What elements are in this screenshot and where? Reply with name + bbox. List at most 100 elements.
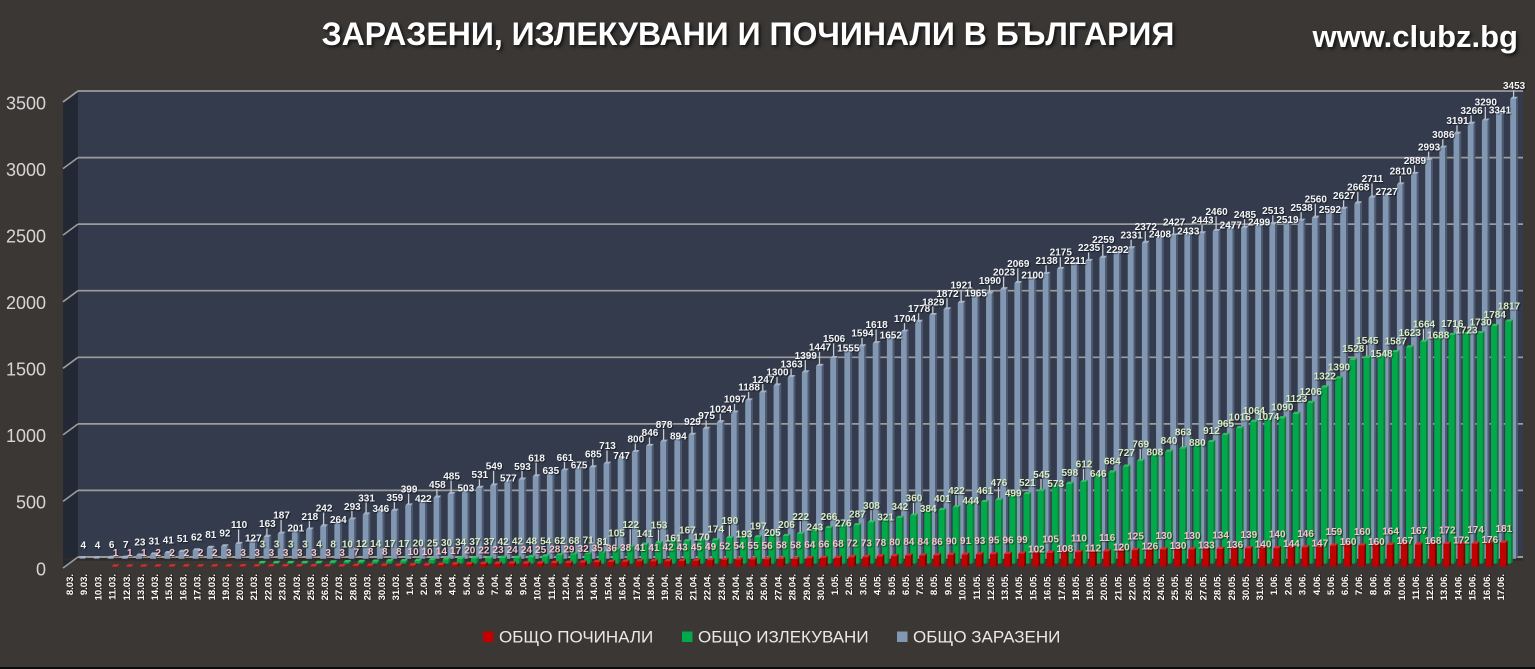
svg-text:485: 485 <box>443 471 460 482</box>
svg-text:45: 45 <box>691 542 703 553</box>
svg-text:521: 521 <box>1019 478 1036 489</box>
svg-text:84: 84 <box>918 537 930 548</box>
svg-text:4: 4 <box>81 540 87 551</box>
svg-text:1: 1 <box>127 548 133 559</box>
svg-text:422: 422 <box>415 494 432 505</box>
svg-text:41: 41 <box>648 543 660 554</box>
svg-text:840: 840 <box>1161 436 1178 447</box>
svg-text:147: 147 <box>1311 539 1328 550</box>
svg-text:458: 458 <box>429 480 446 491</box>
svg-text:30.03.: 30.03. <box>377 574 388 600</box>
svg-text:1965: 1965 <box>965 289 988 300</box>
svg-text:618: 618 <box>528 453 545 464</box>
svg-text:15.06.: 15.06. <box>1468 574 1479 600</box>
svg-text:14: 14 <box>370 539 382 550</box>
svg-text:2235: 2235 <box>1078 243 1101 254</box>
svg-text:10.04.: 10.04. <box>533 574 544 600</box>
svg-text:2711: 2711 <box>1362 174 1384 185</box>
svg-text:1506: 1506 <box>823 334 846 345</box>
svg-text:2500: 2500 <box>6 226 46 246</box>
svg-text:3: 3 <box>274 540 280 551</box>
svg-text:108: 108 <box>1056 544 1073 555</box>
svg-text:2513: 2513 <box>1262 206 1285 217</box>
svg-text:929: 929 <box>684 417 701 428</box>
svg-text:17.03.: 17.03. <box>193 574 204 600</box>
svg-text:99: 99 <box>1017 535 1029 546</box>
svg-text:126: 126 <box>1141 542 1158 553</box>
svg-text:2460: 2460 <box>1205 207 1228 218</box>
svg-text:1829: 1829 <box>922 297 945 308</box>
svg-text:573: 573 <box>1047 479 1064 490</box>
svg-text:24.04.: 24.04. <box>731 574 742 600</box>
svg-text:28.03.: 28.03. <box>348 574 359 600</box>
svg-text:646: 646 <box>1090 469 1107 480</box>
svg-text:2138: 2138 <box>1035 256 1058 267</box>
svg-text:2810: 2810 <box>1390 167 1413 178</box>
svg-text:29.05.: 29.05. <box>1227 574 1238 600</box>
svg-text:3086: 3086 <box>1432 130 1455 141</box>
svg-text:1704: 1704 <box>894 314 917 325</box>
svg-text:133: 133 <box>1198 541 1215 552</box>
svg-text:56: 56 <box>762 541 774 552</box>
svg-text:8: 8 <box>382 547 388 558</box>
svg-text:15.05.: 15.05. <box>1028 574 1039 600</box>
svg-text:201: 201 <box>287 524 304 535</box>
svg-text:808: 808 <box>1146 448 1163 459</box>
svg-text:8: 8 <box>368 547 374 558</box>
svg-text:136: 136 <box>1226 540 1243 551</box>
svg-text:172: 172 <box>1439 525 1456 536</box>
svg-text:13.05.: 13.05. <box>1000 574 1011 600</box>
svg-text:36: 36 <box>606 544 618 555</box>
svg-text:25.03.: 25.03. <box>306 574 317 600</box>
svg-text:1363: 1363 <box>780 359 803 370</box>
svg-text:1784: 1784 <box>1484 310 1507 321</box>
svg-text:1447: 1447 <box>809 343 832 354</box>
svg-text:6.04.: 6.04. <box>476 574 487 595</box>
svg-text:81: 81 <box>597 537 609 548</box>
svg-text:308: 308 <box>863 501 880 512</box>
svg-text:10: 10 <box>422 547 434 558</box>
svg-text:176: 176 <box>1481 535 1498 546</box>
svg-text:476: 476 <box>991 478 1008 489</box>
svg-text:1064: 1064 <box>1243 406 1266 417</box>
svg-text:26.04.: 26.04. <box>759 574 770 600</box>
svg-text:5.05.: 5.05. <box>887 574 898 595</box>
svg-text:17.06.: 17.06. <box>1496 574 1507 600</box>
svg-text:3: 3 <box>325 548 331 559</box>
svg-text:64: 64 <box>804 540 816 551</box>
svg-text:3453: 3453 <box>1503 81 1526 92</box>
svg-text:23.05.: 23.05. <box>1142 574 1153 600</box>
svg-text:130: 130 <box>1156 531 1173 542</box>
svg-text:3290: 3290 <box>1475 98 1498 109</box>
svg-text:7.06.: 7.06. <box>1354 574 1365 595</box>
svg-text:17: 17 <box>450 546 462 557</box>
svg-text:15.04.: 15.04. <box>603 574 614 600</box>
svg-text:2.05.: 2.05. <box>844 574 855 595</box>
svg-text:14.05.: 14.05. <box>1014 574 1025 600</box>
svg-text:7.04.: 7.04. <box>490 574 501 595</box>
svg-text:8.03.: 8.03. <box>65 574 76 595</box>
svg-text:3500: 3500 <box>6 93 46 113</box>
svg-text:593: 593 <box>514 462 531 473</box>
svg-text:1716: 1716 <box>1441 319 1464 330</box>
svg-text:42: 42 <box>498 537 510 548</box>
svg-text:ЗАРАЗЕНИ, ИЗЛЕКУВАНИ И ПОЧИНАЛ: ЗАРАЗЕНИ, ИЗЛЕКУВАНИ И ПОЧИНАЛИ В БЪЛГАР… <box>322 16 1175 52</box>
svg-text:2: 2 <box>212 548 218 559</box>
svg-text:58: 58 <box>790 541 802 552</box>
svg-text:22.04.: 22.04. <box>703 574 714 600</box>
svg-text:1587: 1587 <box>1385 336 1408 347</box>
svg-text:14.04.: 14.04. <box>589 574 600 600</box>
svg-text:102: 102 <box>1028 545 1045 556</box>
svg-text:92: 92 <box>219 529 231 540</box>
svg-text:30: 30 <box>441 538 453 549</box>
svg-text:1300: 1300 <box>766 368 789 379</box>
svg-text:30.04.: 30.04. <box>816 574 827 600</box>
svg-text:3: 3 <box>226 548 232 559</box>
svg-text:19.04.: 19.04. <box>660 574 671 600</box>
svg-text:3: 3 <box>311 548 317 559</box>
svg-text:384: 384 <box>920 504 937 515</box>
svg-text:3: 3 <box>269 548 275 559</box>
svg-text:153: 153 <box>651 520 668 531</box>
svg-text:531: 531 <box>472 470 489 481</box>
svg-text:577: 577 <box>500 474 517 485</box>
